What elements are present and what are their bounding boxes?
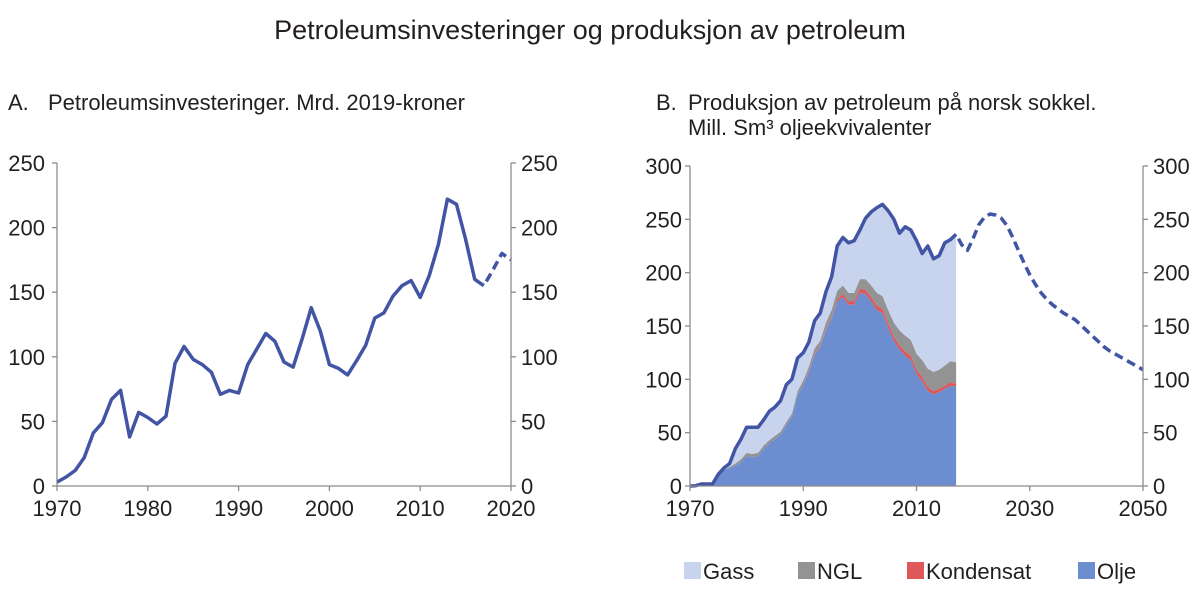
x-tick-label: 1970 bbox=[33, 496, 82, 521]
axes: 0 0 50 50 100 100 150 150 200 200 250 250 300 300 1970… bbox=[645, 154, 1189, 521]
total-production-line bbox=[689, 202, 958, 488]
y-tick-label-left: 100 bbox=[8, 345, 45, 370]
y-tick-label-right: 250 bbox=[1153, 207, 1190, 232]
panel-a-label: A. bbox=[8, 90, 29, 115]
panel-b-legend: Gass NGL Kondensat Olje bbox=[684, 559, 1136, 584]
y-tick-label-left: 100 bbox=[645, 367, 682, 392]
legend-swatch bbox=[1078, 562, 1095, 579]
legend-item-olje: Olje bbox=[1078, 559, 1136, 584]
panel-b: B. Produksjon av petroleum på norsk sokk… bbox=[645, 90, 1189, 584]
y-tick-label-left: 200 bbox=[645, 261, 682, 286]
x-tick-label: 1990 bbox=[214, 496, 263, 521]
panel-a-plot: 0 0 50 50 100 100 150 150 200 200 250 250 1970 1980 19… bbox=[8, 151, 557, 521]
y-tick-label-right: 250 bbox=[521, 151, 558, 176]
y-tick-label-left: 250 bbox=[8, 151, 45, 176]
legend-swatch bbox=[798, 562, 815, 579]
legend-label: Olje bbox=[1097, 559, 1136, 584]
y-tick-label-left: 50 bbox=[21, 409, 45, 434]
plot-marks bbox=[56, 197, 513, 484]
x-tick-label: 2000 bbox=[305, 496, 354, 521]
figure-title: Petroleumsinvesteringer og produksjon av… bbox=[274, 15, 906, 45]
panel-a: A. Petroleumsinvesteringer. Mrd. 2019-kr… bbox=[8, 90, 558, 521]
y-tick-label-left: 0 bbox=[33, 474, 45, 499]
x-tick-label: 2020 bbox=[487, 496, 536, 521]
legend-swatch bbox=[684, 562, 701, 579]
area-gass bbox=[690, 204, 957, 486]
y-tick-label-right: 200 bbox=[1153, 261, 1190, 286]
y-tick-label-right: 50 bbox=[521, 409, 545, 434]
y-tick-label-left: 150 bbox=[8, 280, 45, 305]
legend-label: NGL bbox=[817, 559, 862, 584]
y-tick-label-left: 300 bbox=[645, 154, 682, 179]
legend-label: Kondensat bbox=[926, 559, 1031, 584]
panel-a-title: Petroleumsinvesteringer. Mrd. 2019-krone… bbox=[48, 90, 465, 115]
y-tick-label-left: 200 bbox=[8, 216, 45, 241]
legend-label: Gass bbox=[703, 559, 754, 584]
y-tick-label-right: 0 bbox=[1153, 474, 1165, 499]
y-tick-label-right: 50 bbox=[1153, 421, 1177, 446]
production-projection-line bbox=[954, 212, 1144, 372]
y-tick-label-right: 150 bbox=[1153, 314, 1190, 339]
y-tick-label-left: 0 bbox=[670, 474, 682, 499]
investment-line bbox=[56, 197, 485, 484]
y-tick-label-left: 50 bbox=[658, 421, 682, 446]
y-tick-label-right: 0 bbox=[521, 474, 533, 499]
x-tick-label: 1990 bbox=[779, 496, 828, 521]
x-tick-label: 2010 bbox=[396, 496, 445, 521]
x-tick-label: 2050 bbox=[1119, 496, 1168, 521]
legend-item-kondensat: Kondensat bbox=[907, 559, 1031, 584]
y-tick-label-right: 100 bbox=[1153, 367, 1190, 392]
legend-item-gass: Gass bbox=[684, 559, 754, 584]
investment-projection-line bbox=[482, 251, 513, 287]
y-tick-label-right: 150 bbox=[521, 280, 558, 305]
panel-b-label: B. bbox=[656, 90, 677, 115]
y-tick-label-left: 250 bbox=[645, 207, 682, 232]
panel-b-plot: 0 0 50 50 100 100 150 150 200 200 250 250 300 300 1970… bbox=[645, 154, 1189, 521]
panel-b-title: Produksjon av petroleum på norsk sokkel. bbox=[688, 90, 1096, 115]
y-tick-label-right: 200 bbox=[521, 216, 558, 241]
x-tick-label: 2030 bbox=[1005, 496, 1054, 521]
y-tick-label-right: 100 bbox=[521, 345, 558, 370]
y-tick-label-left: 150 bbox=[645, 314, 682, 339]
axes: 0 0 50 50 100 100 150 150 200 200 250 250 1970 1980 19… bbox=[8, 151, 557, 521]
plot-marks bbox=[689, 202, 1144, 488]
panel-b-subtitle: Mill. Sm³ oljeekvivalenter bbox=[688, 115, 931, 140]
x-tick-label: 1970 bbox=[666, 496, 715, 521]
area-olje bbox=[690, 292, 957, 486]
x-tick-label: 1980 bbox=[123, 496, 172, 521]
legend-item-ngl: NGL bbox=[798, 559, 862, 584]
legend-swatch bbox=[907, 562, 924, 579]
y-tick-label-right: 300 bbox=[1153, 154, 1190, 179]
x-tick-label: 2010 bbox=[892, 496, 941, 521]
